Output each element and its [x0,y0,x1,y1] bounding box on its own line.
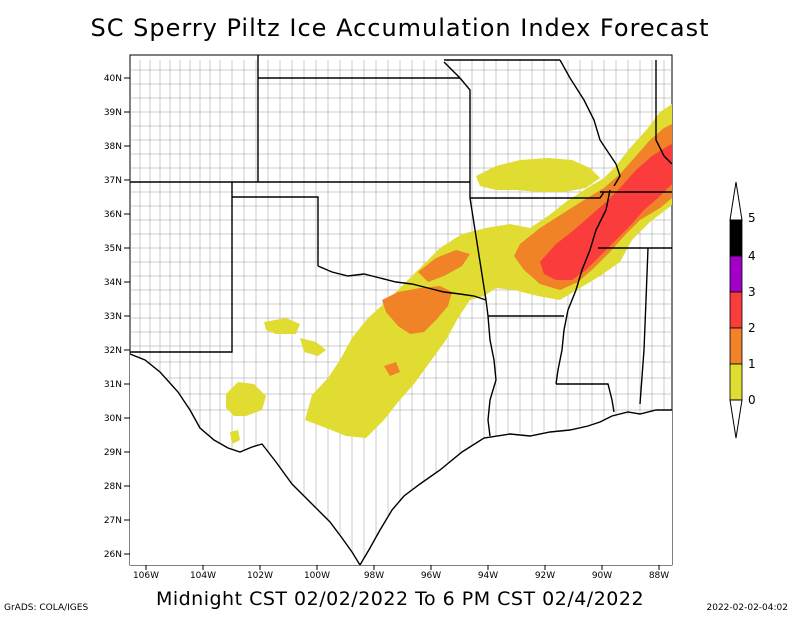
colorbar-label: 0 [748,393,756,407]
lon-label: 100W [304,571,330,581]
timestamp: 2022-02-02-04:02 [706,603,789,613]
lat-label: 38N [104,142,122,152]
ice-area-1-2-ridge [382,286,452,334]
lat-label: 35N [104,244,122,254]
colorbar-swatch-4-5 [729,219,743,257]
lon-label: 90W [592,571,612,581]
lat-label: 40N [104,74,122,84]
lat-label: 27N [104,516,122,526]
ice-area-0-1-north [476,158,600,192]
colorbar-bottom-arrow [729,399,743,439]
ice-area-0-1-west [264,318,300,334]
ice-area-0-1-west2 [226,382,266,416]
lat-label: 39N [104,108,122,118]
colorbar-swatch-2-3 [729,291,743,329]
colorbar-label: 5 [748,211,756,225]
lat-label: 28N [104,482,122,492]
colorbar-swatch-0-1 [729,363,743,401]
lat-label: 33N [104,312,122,322]
ice-shading [226,104,672,444]
lat-label: 36N [104,210,122,220]
lon-label: 88W [649,571,669,581]
lon-label: 104W [190,571,216,581]
colorbar-label: 1 [748,357,756,371]
colorbar-top-arrow [729,181,743,221]
lon-label: 106W [133,571,159,581]
colorbar-label: 2 [748,321,756,335]
latitude-labels: 40N 39N 38N 37N 36N 35N 34N 33N 32N 31N … [104,74,122,560]
lon-label: 94W [478,571,498,581]
ice-area-2-3-core [540,144,672,280]
gulf-mask [360,410,672,565]
forecast-period: Midnight CST 02/02/2022 To 6 PM CST 02/4… [155,588,645,610]
lat-label: 34N [104,278,122,288]
ice-area-1-2-spot [384,362,400,376]
colorbar-label: 4 [748,249,756,263]
state-borders [130,55,673,437]
ice-area-0-1-west3 [300,338,326,356]
lon-label: 98W [364,571,384,581]
colorbar-swatch-1-2 [729,327,743,365]
lat-label: 31N [104,380,122,390]
lon-label: 102W [247,571,273,581]
lat-label: 30N [104,414,122,424]
ice-area-0-1-main [305,104,672,438]
lat-label: 32N [104,346,122,356]
lat-label: 26N [104,550,122,560]
longitude-labels: 106W 104W 102W 100W 98W 96W 94W 92W 90W … [133,571,669,581]
lat-label: 37N [104,176,122,186]
tick-marks [124,77,660,570]
colorbar: 5 4 3 2 1 0 [729,181,756,439]
ice-area-1-2-central [418,250,470,282]
colorbar-label: 3 [748,285,756,299]
coastline [129,353,672,566]
grads-credit: GrADS: COLA/IGES [4,603,89,613]
map-title: SC Sperry Piltz Ice Accumulation Index F… [90,14,710,42]
colorbar-swatch-3-4 [729,255,743,293]
lon-label: 96W [421,571,441,581]
ice-area-0-1-speck [230,430,240,444]
lon-label: 92W [535,571,555,581]
lat-label: 29N [104,448,122,458]
